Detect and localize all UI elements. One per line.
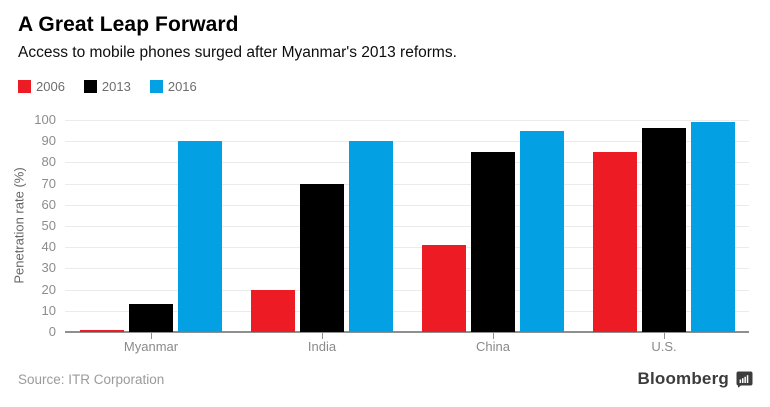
chart-title: A Great Leap Forward (18, 13, 239, 36)
legend: 2006 2013 2016 (18, 79, 216, 94)
x-category-label-Myanmar: Myanmar (123, 339, 179, 354)
source-text: Source: ITR Corporation (18, 372, 165, 387)
bar-2013-Myanmar (129, 304, 173, 332)
y-tick-label-10: 10 (41, 302, 56, 318)
y-tick-label-90: 90 (41, 133, 56, 149)
x-tick-Myanmar (151, 333, 152, 339)
gridline-100 (65, 120, 749, 121)
gridline-90 (65, 141, 749, 142)
bar-2013-China (471, 152, 515, 332)
bar-2006-U.S. (593, 152, 637, 332)
legend-swatch-2006 (18, 80, 31, 93)
brand-lockup: Bloomberg (637, 369, 753, 389)
bar-2006-Myanmar (80, 330, 124, 332)
chart-subtitle: Access to mobile phones surged after Mya… (18, 44, 457, 61)
y-tick-label-80: 80 (41, 154, 56, 170)
y-tick-label-50: 50 (41, 218, 56, 233)
bar-2006-China (422, 245, 466, 332)
legend-item-2016: 2016 (149, 79, 197, 94)
gridline-10 (65, 311, 749, 312)
x-category-label-China: China (476, 339, 510, 354)
x-tick-India (322, 333, 323, 339)
bar-group-U.S. (593, 120, 735, 332)
legend-label: 2006 (36, 79, 65, 94)
y-tick-label-70: 70 (41, 175, 56, 191)
bar-2016-U.S. (691, 122, 735, 332)
legend-item-2013: 2013 (83, 79, 131, 94)
bar-2016-China (520, 131, 564, 332)
legend-swatch-2016 (149, 80, 163, 93)
gridline-20 (65, 290, 749, 291)
x-axis-line (65, 331, 749, 333)
bar-2016-India (349, 141, 393, 332)
gridline-50 (65, 226, 749, 227)
bar-2013-U.S. (642, 128, 686, 332)
brand-text: Bloomberg (637, 369, 729, 388)
bar-group-Myanmar (80, 120, 222, 332)
gridline-80 (65, 162, 749, 163)
bar-2013-India (300, 184, 344, 332)
y-tick-label-100: 100 (34, 112, 56, 127)
gridline-60 (65, 205, 749, 206)
plot-area (65, 120, 749, 339)
y-tick-label-20: 20 (41, 281, 56, 297)
bar-group-India (251, 120, 393, 332)
bar-group-China (422, 120, 564, 332)
gridline-30 (65, 268, 749, 269)
x-tick-U.S. (664, 333, 665, 339)
y-tick-label-30: 30 (41, 260, 56, 276)
x-category-label-India: India (307, 339, 337, 354)
bar-2006-India (251, 290, 295, 332)
y-tick-label-0: 0 (48, 324, 56, 339)
gridline-70 (65, 184, 749, 185)
y-tick-label-40: 40 (41, 239, 56, 255)
bloomberg-terminal-icon (736, 371, 753, 388)
x-category-label-U.S.: U.S. (651, 339, 677, 354)
legend-swatch-2013 (83, 80, 97, 93)
x-tick-China (493, 333, 494, 339)
gridline-40 (65, 247, 749, 248)
legend-label: 2013 (101, 79, 131, 94)
legend-item-2006: 2006 (18, 79, 65, 94)
y-tick-label-60: 60 (41, 196, 56, 212)
bar-2016-Myanmar (178, 141, 222, 332)
legend-label: 2016 (167, 79, 197, 94)
